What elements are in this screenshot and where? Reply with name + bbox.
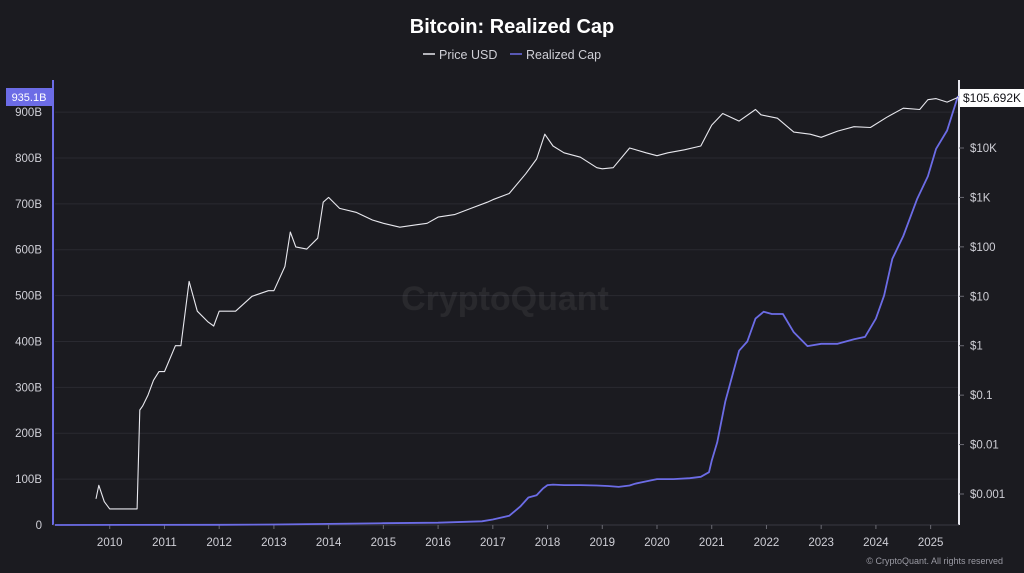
copyright: © CryptoQuant. All rights reserved (866, 556, 1003, 566)
right-tick-label: $0.1 (970, 390, 992, 402)
right-badge-bg (960, 89, 1024, 107)
x-tick-label: 2024 (863, 537, 889, 549)
x-axis-ticks: 2010 2011 2012 2013 2014 2015 2016 2017 2018 2019… (97, 525, 944, 549)
x-tick-label: 2022 (754, 537, 780, 549)
left-tick-label: 200B (15, 428, 42, 440)
right-tick-label: $1K (970, 192, 991, 204)
right-tick-label: $1 (970, 341, 983, 353)
left-last-value-badge: 935.1B (6, 88, 52, 106)
right-badge-label: $105.692K (963, 91, 1021, 105)
chart-title: Bitcoin: Realized Cap (410, 16, 614, 38)
x-tick-label: 2025 (918, 537, 944, 549)
x-tick-label: 2019 (589, 537, 615, 549)
x-tick-label: 2012 (206, 537, 232, 549)
left-tick-label: 500B (15, 291, 42, 303)
left-badge-label: 935.1B (12, 92, 47, 104)
left-badge-bg (6, 88, 52, 106)
watermark: CryptoQuant (401, 280, 609, 318)
left-tick-label: 600B (15, 245, 42, 257)
x-tick-label: 2013 (261, 537, 287, 549)
left-axis-ticks: 0 100B 200B 300B 400B 500B 600B 700B 800B 900B (15, 107, 42, 532)
series-line-realized-cap (54, 95, 959, 526)
x-tick-label: 2015 (371, 537, 397, 549)
legend-item-realized-cap[interactable]: Realized Cap (510, 48, 601, 62)
grid-lines (55, 111, 958, 526)
x-tick-label: 2011 (152, 537, 177, 549)
left-tick-label: 100B (15, 474, 42, 486)
left-tick-label: 900B (15, 107, 42, 119)
legend-label-price: Price USD (439, 48, 497, 62)
right-axis-ticks: $0.001 $0.01 $0.1 $1 $10 $100 $1K $10K (959, 143, 1005, 501)
x-tick-label: 2021 (699, 537, 725, 549)
left-tick-label: 400B (15, 336, 42, 348)
right-tick-label: $0.01 (970, 440, 999, 452)
plot-area (54, 95, 959, 526)
legend-label-realized-cap: Realized Cap (526, 48, 601, 62)
x-tick-label: 2014 (316, 537, 342, 549)
left-tick-label: 0 (36, 520, 42, 532)
right-last-value-badge: $105.692K (960, 89, 1024, 107)
x-tick-label: 2016 (425, 537, 451, 549)
x-tick-label: 2017 (480, 537, 506, 549)
series-line-price-usd (95, 96, 959, 510)
right-tick-label: $0.001 (970, 489, 1005, 501)
x-tick-label: 2018 (535, 537, 561, 549)
left-tick-label: 300B (15, 382, 42, 394)
legend: Price USD Realized Cap (423, 48, 601, 62)
x-tick-label: 2020 (644, 537, 670, 549)
legend-item-price[interactable]: Price USD (423, 48, 497, 62)
x-tick-label: 2010 (97, 537, 123, 549)
left-tick-label: 700B (15, 199, 42, 211)
right-tick-label: $10K (970, 143, 997, 155)
x-tick-label: 2023 (808, 537, 834, 549)
right-tick-label: $10 (970, 291, 989, 303)
left-tick-label: 800B (15, 153, 42, 165)
right-tick-label: $100 (970, 242, 996, 254)
